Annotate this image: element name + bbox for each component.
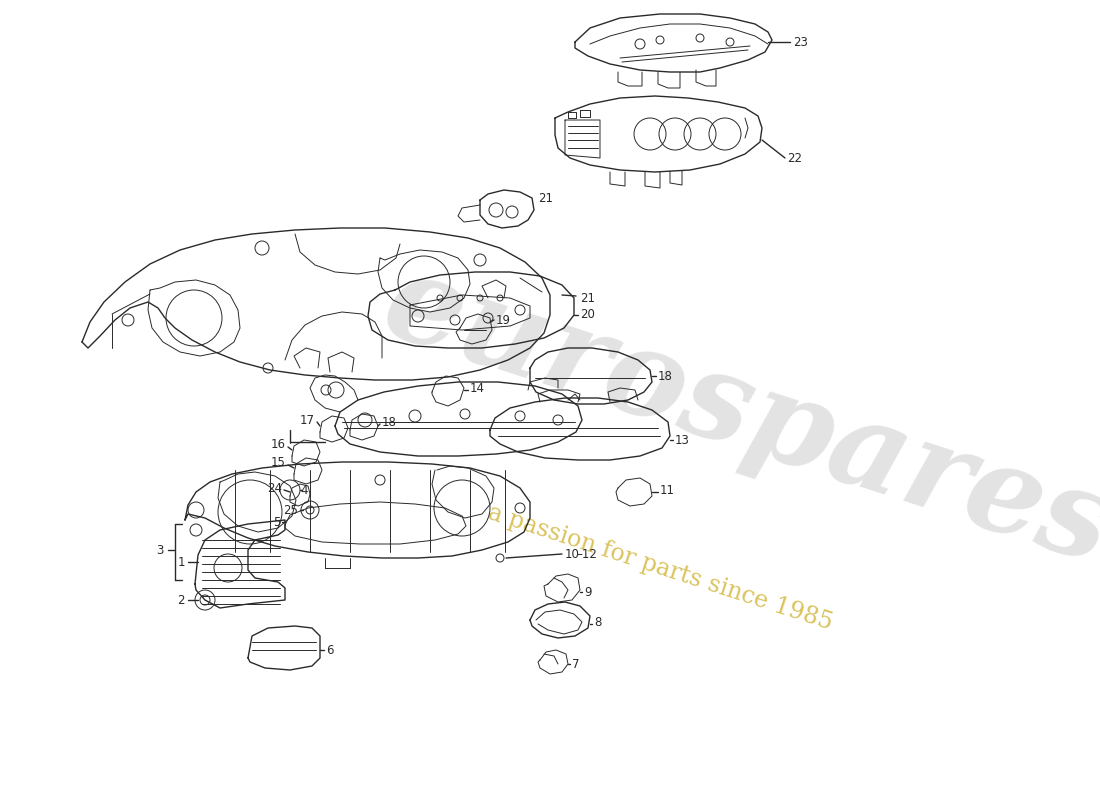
Text: 20: 20 [580, 309, 595, 322]
Text: eurospares: eurospares [370, 242, 1100, 590]
Text: a passion for parts since 1985: a passion for parts since 1985 [485, 502, 835, 634]
Text: 18: 18 [382, 415, 397, 429]
Text: 4: 4 [300, 483, 308, 497]
Text: 5: 5 [273, 515, 280, 529]
Text: 16: 16 [271, 438, 286, 451]
Text: 21: 21 [538, 191, 553, 205]
Text: 15: 15 [271, 457, 286, 470]
Text: 13: 13 [675, 434, 690, 446]
Text: 3: 3 [156, 543, 164, 557]
Text: –12: –12 [576, 547, 597, 561]
Text: 23: 23 [793, 35, 807, 49]
Text: 7: 7 [572, 658, 580, 670]
Text: 8: 8 [594, 615, 602, 629]
Text: 25: 25 [283, 503, 298, 517]
Text: 17: 17 [300, 414, 315, 426]
Text: 19: 19 [496, 314, 512, 326]
Text: 11: 11 [660, 483, 675, 497]
Text: 14: 14 [470, 382, 485, 394]
Text: 18: 18 [658, 370, 673, 382]
Text: |: | [288, 435, 292, 445]
Text: 10: 10 [565, 547, 580, 561]
Text: 24: 24 [267, 482, 282, 494]
Text: 21: 21 [580, 291, 595, 305]
Text: 2: 2 [177, 594, 185, 606]
Text: 9: 9 [584, 586, 592, 598]
Text: 1: 1 [177, 555, 185, 569]
Text: 22: 22 [786, 151, 802, 165]
Text: 6: 6 [326, 643, 333, 657]
